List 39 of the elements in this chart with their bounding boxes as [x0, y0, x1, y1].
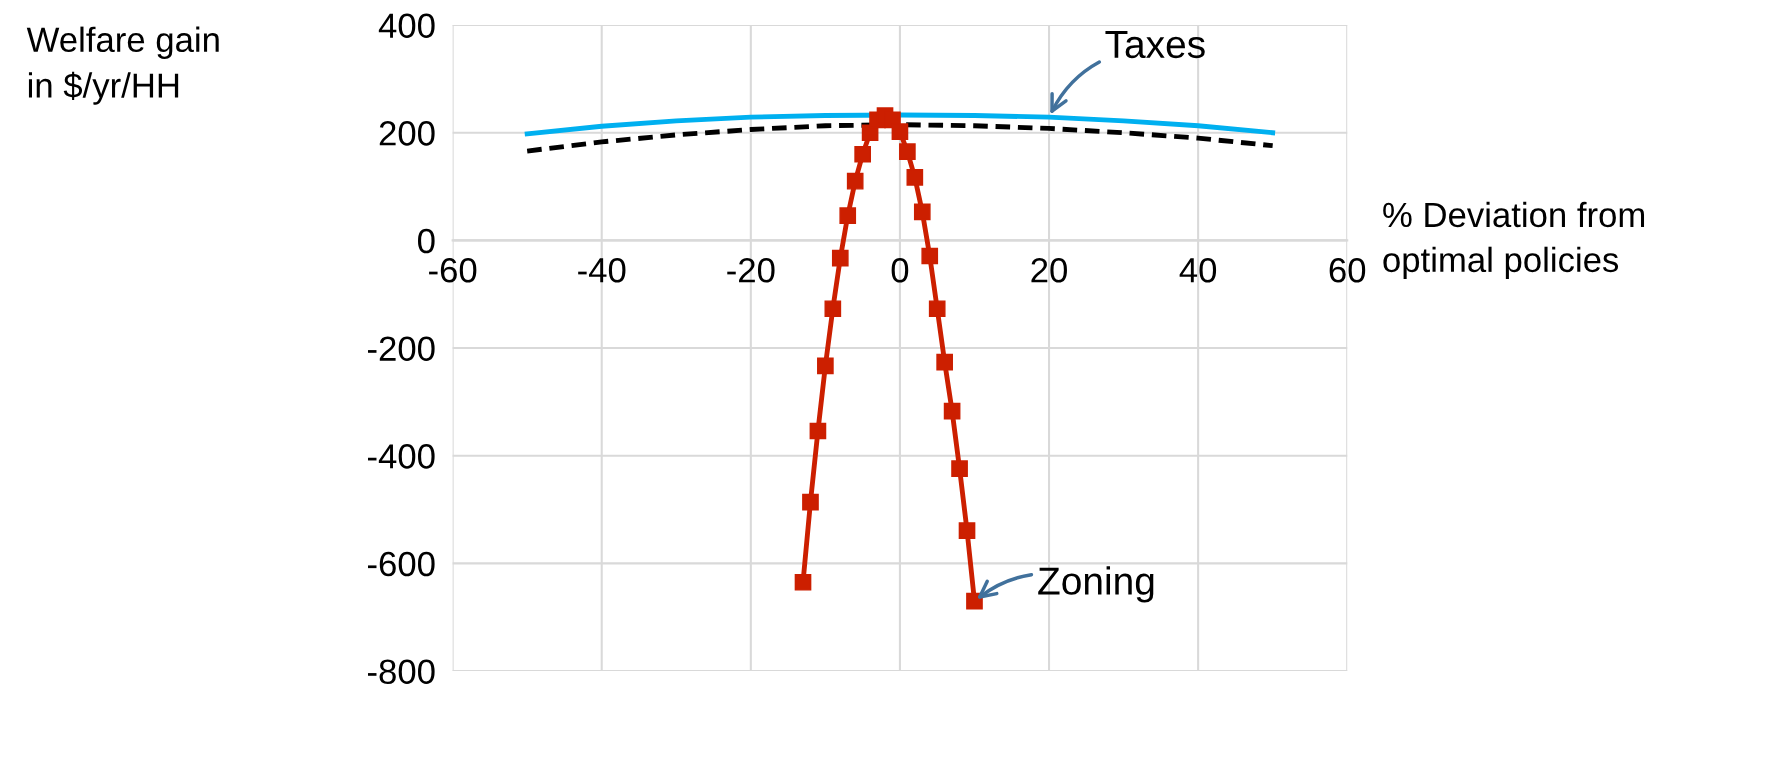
y-tick-label: 200 — [379, 121, 435, 146]
point — [817, 357, 834, 375]
point — [802, 493, 819, 511]
point — [891, 123, 909, 141]
point — [794, 573, 812, 591]
x-tick-label: -40 — [578, 258, 626, 283]
point — [831, 249, 849, 267]
x-tick-label: 0 — [891, 258, 909, 283]
point — [913, 203, 931, 221]
point — [936, 353, 953, 371]
point — [928, 300, 946, 318]
point — [943, 402, 961, 420]
x-tick-label: -60 — [429, 258, 477, 283]
point — [958, 522, 976, 539]
y-axis-title: Welfare gain in $/yr/HH — [26, 26, 219, 105]
x-tick-label: 20 — [1031, 258, 1067, 283]
point — [921, 247, 939, 265]
x-axis-title: % Deviation from optimal policies — [1383, 201, 1645, 280]
point — [824, 300, 842, 318]
x-tick-label: -20 — [727, 258, 775, 283]
y-tick-label: -400 — [368, 444, 435, 469]
y-tick-label: 400 — [378, 13, 435, 38]
point — [854, 145, 871, 163]
point — [966, 592, 983, 610]
x-tick-label: 40 — [1179, 258, 1217, 283]
y-tick-label: -600 — [368, 551, 435, 577]
x-tick-label: 60 — [1329, 258, 1366, 283]
annotation: Taxes — [1105, 30, 1205, 59]
point — [839, 207, 857, 224]
point — [899, 143, 916, 160]
point — [951, 460, 968, 478]
line-series — [524, 112, 1276, 137]
point — [906, 169, 924, 186]
y-tick-label: 0 — [418, 228, 435, 254]
point — [809, 422, 827, 440]
y-tick-label: -200 — [368, 336, 435, 361]
annotation: Zoning — [1038, 566, 1154, 603]
point — [846, 172, 864, 190]
y-tick-label: -800 — [368, 659, 435, 684]
